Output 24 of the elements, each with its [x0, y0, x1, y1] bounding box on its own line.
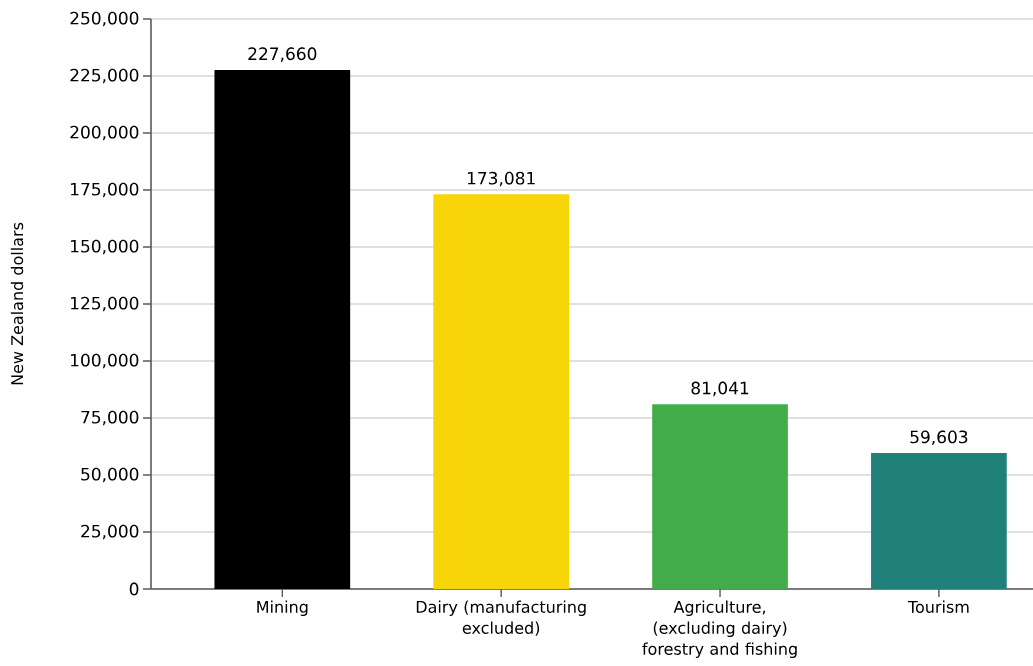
x-tick-label: Dairy (manufacturing excluded): [416, 600, 586, 636]
y-tick-label: 200,000: [70, 125, 139, 141]
x-tick-label: Tourism: [907, 600, 969, 613]
x-tick-label: Mining: [257, 600, 308, 617]
y-axis-title: New Zealand dollars: [10, 222, 24, 385]
y-tick-label: 50,000: [81, 467, 139, 483]
bar: [214, 69, 351, 589]
y-tick-label: 250,000: [70, 11, 139, 27]
y-tick-label: 0: [129, 582, 139, 596]
y-tick-label: 75,000: [81, 410, 139, 426]
y-tick-label: 25,000: [81, 524, 139, 540]
y-tick-label: 175,000: [71, 182, 139, 198]
y-tick-label: 125,000: [71, 296, 139, 312]
data-label: 227,660: [248, 47, 317, 62]
bar: [871, 453, 1007, 589]
data-label: 81,041: [691, 381, 749, 397]
y-tick-label: 100,000: [71, 353, 139, 369]
data-label: 59,603: [910, 430, 968, 446]
bar: [652, 404, 788, 589]
bar: [433, 194, 570, 589]
y-tick-label: 225,000: [70, 68, 139, 84]
y-tick-label: 150,000: [71, 239, 139, 255]
data-label: 173,081: [467, 171, 535, 187]
x-tick-label: Agriculture, (excluding dairy) forestry and fishing: [642, 600, 797, 659]
